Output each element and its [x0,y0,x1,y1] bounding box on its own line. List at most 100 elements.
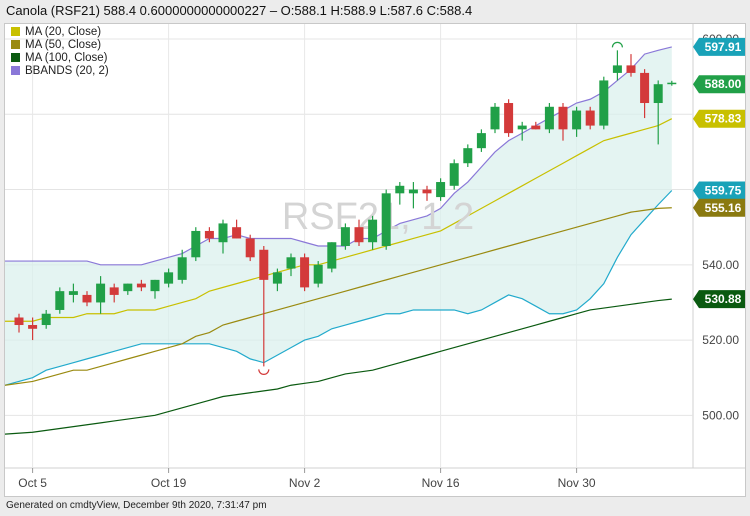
candle [544,103,554,134]
y-tick-label: 500.00 [702,408,739,422]
legend: MA (20, Close)MA (50, Close)MA (100, Clo… [11,26,109,77]
candle-body [340,227,350,246]
candle [55,287,65,314]
candle [476,129,486,152]
candle [96,276,106,314]
candle-body [354,227,364,243]
chart-title: Canola (RSF21) 588.4 0.6000000000000227 … [6,3,473,18]
candle [68,283,78,303]
price-label-bg [693,181,745,200]
x-tick-label: Oct 5 [18,476,47,490]
watermark: RSF21, 1 2 [282,196,474,238]
chart-frame: RSF21, 1 2 500.00520.00540.00560.00580.0… [4,23,746,497]
candle [300,253,310,292]
candle-body [395,185,405,194]
candle [504,99,514,137]
price-label: 578.83 [693,109,745,128]
legend-swatch [11,40,20,49]
price-label: 597.91 [693,37,745,56]
candle [245,234,255,262]
candle-body [286,257,296,269]
candle [490,103,500,134]
y-tick-label: 540.00 [702,258,739,272]
price-label: 559.75 [693,181,745,200]
candle [164,268,174,288]
price-label: 530.88 [693,290,745,309]
price-label-bg [693,75,745,94]
candle-body [136,283,146,288]
legend-entry: MA (20, Close) [11,26,101,38]
footer-generated: Generated on cmdtyView, December 9th 202… [6,500,267,511]
candle [204,227,214,243]
candle-body [436,182,446,198]
x-axis: Oct 5 Oct 19 Nov 2 Nov 16 Nov 30 [18,468,596,490]
legend-swatch [11,53,20,62]
candle [232,219,242,239]
candle [286,253,296,277]
candle-body [572,110,582,130]
legend-entry: BBANDS (20, 2) [11,65,109,77]
candle [585,106,595,130]
candle [667,80,677,86]
price-label-bg [693,198,745,217]
price-label-text: 597.91 [705,40,742,54]
legend-swatch [11,27,20,36]
candle-body [96,283,106,303]
bollinger-fill [5,46,672,386]
candle-body [150,279,160,292]
legend-swatch [11,66,20,75]
candle-body [109,287,119,295]
candle [381,189,391,250]
high-marker [611,41,623,48]
candle [449,159,459,190]
candle-body [531,125,541,130]
candle [191,227,201,262]
legend-entry: MA (50, Close) [11,39,101,51]
price-label-text: 555.16 [705,201,742,215]
price-label-text: 559.75 [705,184,742,198]
candle [259,246,269,367]
y-tick-label: 520.00 [702,333,739,347]
candle-body [626,65,636,73]
candle-body [14,317,24,326]
candle [14,313,24,333]
candle-body [640,72,650,104]
price-label-bg [693,290,745,309]
candle [422,185,432,201]
candle [327,242,337,273]
ma100-line [4,298,672,435]
candle-body [422,189,432,194]
candle-body [504,103,514,134]
candle-body [300,257,310,288]
candle [41,309,51,329]
x-tick-label: Oct 19 [151,476,187,490]
candle [28,317,38,341]
candle-body [232,227,242,239]
legend-label: BBANDS (20, 2) [25,65,109,77]
bollinger-band-fill [5,46,672,386]
chart-svg[interactable]: RSF21, 1 2 500.00520.00540.00560.00580.0… [4,24,745,496]
candle-body [585,110,595,126]
low-marker [258,369,270,375]
legend-label: MA (50, Close) [25,39,101,51]
candle [368,215,378,250]
candle [218,219,228,254]
candle-body [68,291,78,295]
legend-label: MA (100, Close) [25,52,108,64]
candle [463,144,473,167]
x-tick-label: Nov 30 [558,476,596,490]
candle-body [667,82,677,85]
legend-label: MA (20, Close) [25,26,101,38]
ma20-line [5,118,673,322]
price-label-text: 588.00 [705,77,742,91]
candle-body [449,163,459,186]
candle [123,283,133,295]
candle-body [381,193,391,246]
candle-body [599,80,609,126]
candles[interactable] [14,41,677,375]
candle-body [313,264,323,284]
x-tick-label: Nov 16 [422,476,460,490]
candle [408,182,418,209]
candle [572,106,582,137]
candle-body [55,291,65,310]
